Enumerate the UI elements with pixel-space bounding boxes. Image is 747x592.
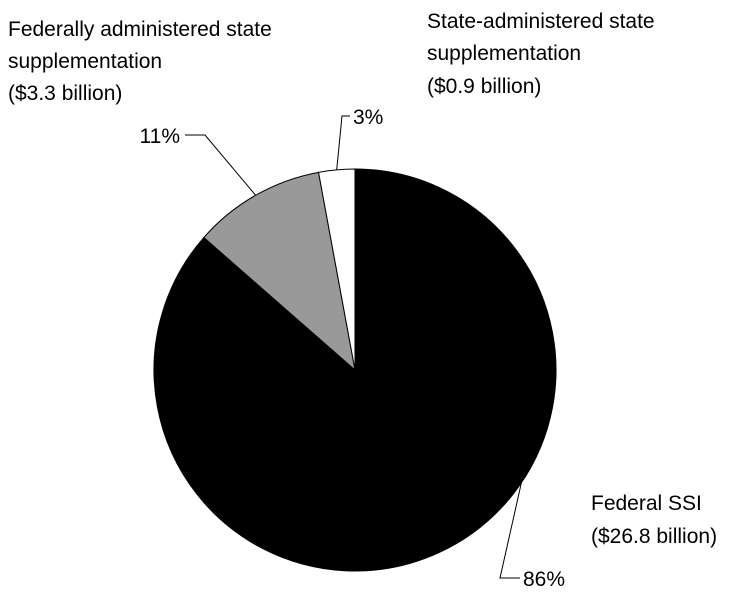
- slice-label-line: ($3.3 billion): [8, 82, 122, 105]
- percent-label-federal-ssi: 86%: [523, 568, 565, 591]
- leader-line-federal-ssi: [499, 482, 522, 579]
- slice-label-line: Federal SSI: [591, 492, 702, 515]
- leader-line-federally-administered: [185, 134, 257, 196]
- slice-label-line: State-administered state: [427, 10, 655, 33]
- slice-label-line: supplementation: [8, 50, 162, 73]
- slice-label-line: supplementation: [427, 42, 581, 65]
- slice-label-federal-ssi: Federal SSI ($26.8 billion): [591, 492, 717, 548]
- percent-label-federally-administered: 11%: [140, 125, 180, 148]
- slice-label-line: Federally administered state: [8, 18, 272, 41]
- slice-state-administered-state-supplementation: [317, 168, 356, 371]
- slice-label-state-administered: State-administered state supplementation…: [427, 10, 655, 98]
- leader-line-state-administered: [336, 115, 350, 170]
- slice-label-line: ($0.9 billion): [427, 75, 541, 98]
- slice-label-federally-administered: Federally administered state supplementa…: [8, 18, 272, 105]
- percent-label-state-administered: 3%: [353, 106, 383, 129]
- slice-label-line: ($26.8 billion): [591, 525, 717, 548]
